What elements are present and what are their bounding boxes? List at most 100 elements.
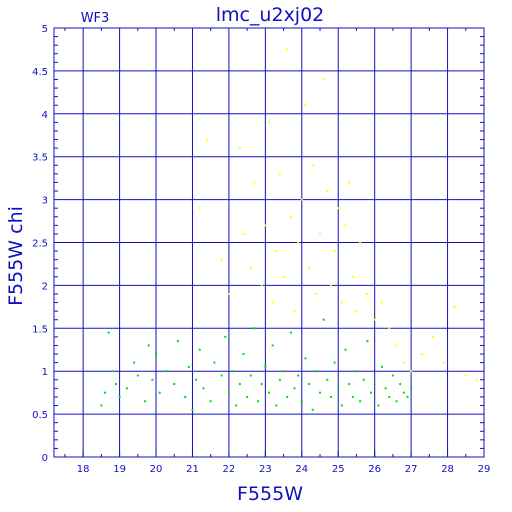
data-point bbox=[308, 267, 311, 270]
x-tick-label: 22 bbox=[223, 464, 236, 475]
data-point bbox=[155, 353, 158, 356]
data-point bbox=[264, 224, 267, 227]
data-point bbox=[246, 395, 249, 398]
data-point bbox=[370, 391, 373, 394]
data-point bbox=[264, 365, 267, 368]
data-point bbox=[242, 232, 245, 235]
data-point bbox=[224, 335, 227, 338]
data-point bbox=[402, 391, 405, 394]
data-point bbox=[366, 292, 369, 295]
data-point bbox=[176, 340, 179, 343]
data-point bbox=[340, 404, 343, 407]
y-tick-label: 4.5 bbox=[32, 67, 48, 78]
data-point bbox=[209, 400, 212, 403]
data-point bbox=[326, 190, 329, 193]
data-point bbox=[133, 361, 136, 364]
data-point bbox=[282, 370, 285, 373]
data-point bbox=[286, 48, 289, 51]
data-point bbox=[257, 400, 260, 403]
y-tick-label: 3 bbox=[42, 196, 48, 207]
data-point bbox=[104, 391, 107, 394]
data-point bbox=[388, 327, 391, 330]
data-point bbox=[165, 370, 168, 373]
grid bbox=[54, 28, 484, 457]
data-point bbox=[107, 331, 110, 334]
data-point bbox=[337, 387, 340, 390]
data-point bbox=[249, 267, 252, 270]
data-point bbox=[286, 395, 289, 398]
data-point bbox=[337, 207, 340, 210]
x-tick-label: 20 bbox=[150, 464, 163, 475]
y-tick-label: 2.5 bbox=[32, 239, 48, 250]
panel-label: WF3 bbox=[81, 11, 110, 26]
data-point bbox=[311, 164, 314, 167]
data-point bbox=[395, 400, 398, 403]
data-point bbox=[111, 370, 114, 373]
data-point bbox=[399, 383, 402, 386]
y-tick-label: 2 bbox=[42, 281, 48, 292]
data-point bbox=[329, 284, 332, 287]
data-point bbox=[147, 344, 150, 347]
data-point bbox=[380, 301, 383, 304]
data-point bbox=[319, 391, 322, 394]
data-point bbox=[275, 404, 278, 407]
data-point bbox=[238, 383, 241, 386]
x-tick-label: 19 bbox=[113, 464, 126, 475]
data-point bbox=[344, 224, 347, 227]
data-point bbox=[136, 374, 139, 377]
tick-marks bbox=[54, 28, 485, 457]
data-point bbox=[340, 301, 343, 304]
data-point bbox=[315, 292, 318, 295]
data-point bbox=[198, 348, 201, 351]
y-tick-labels: 0 0.5 1 1.5 2 2.5 3 3.5 4 4.5 5 bbox=[32, 24, 48, 464]
data-point bbox=[114, 383, 117, 386]
data-point bbox=[402, 361, 405, 364]
data-point bbox=[395, 344, 398, 347]
data-point bbox=[282, 275, 285, 278]
data-point bbox=[311, 408, 314, 411]
data-point bbox=[304, 357, 307, 360]
x-tick-label: 21 bbox=[186, 464, 199, 475]
data-point bbox=[373, 318, 376, 321]
data-point bbox=[191, 408, 194, 411]
data-points bbox=[100, 48, 478, 411]
data-point bbox=[271, 344, 274, 347]
data-point bbox=[421, 353, 424, 356]
data-point bbox=[289, 331, 292, 334]
data-point bbox=[278, 378, 281, 381]
data-point bbox=[373, 383, 376, 386]
y-tick-label: 4 bbox=[42, 110, 48, 121]
x-axis-label: F555W bbox=[237, 483, 303, 505]
data-point bbox=[227, 391, 230, 394]
data-point bbox=[158, 391, 161, 394]
y-axis-label: F555W chi bbox=[5, 206, 27, 306]
x-tick-label: 18 bbox=[77, 464, 90, 475]
y-tick-label: 0.5 bbox=[32, 410, 48, 421]
data-point bbox=[253, 327, 256, 330]
data-point bbox=[268, 391, 270, 394]
data-point bbox=[144, 400, 147, 403]
data-point bbox=[249, 374, 252, 377]
x-tick-label: 27 bbox=[405, 464, 418, 475]
data-point bbox=[304, 104, 307, 107]
data-point bbox=[173, 383, 176, 386]
data-point bbox=[278, 172, 281, 175]
data-point bbox=[410, 370, 413, 373]
data-point bbox=[410, 387, 413, 390]
data-point bbox=[235, 404, 238, 407]
data-point bbox=[260, 383, 263, 386]
data-point bbox=[227, 292, 230, 295]
data-point bbox=[293, 387, 296, 390]
data-point bbox=[202, 387, 205, 390]
data-point bbox=[464, 374, 467, 377]
data-point bbox=[348, 383, 351, 386]
data-point bbox=[198, 207, 201, 210]
data-point bbox=[308, 383, 311, 386]
data-point bbox=[100, 404, 103, 407]
y-tick-label: 0 bbox=[42, 453, 48, 464]
data-point bbox=[351, 275, 354, 278]
data-point bbox=[333, 250, 336, 253]
data-point bbox=[195, 378, 198, 381]
